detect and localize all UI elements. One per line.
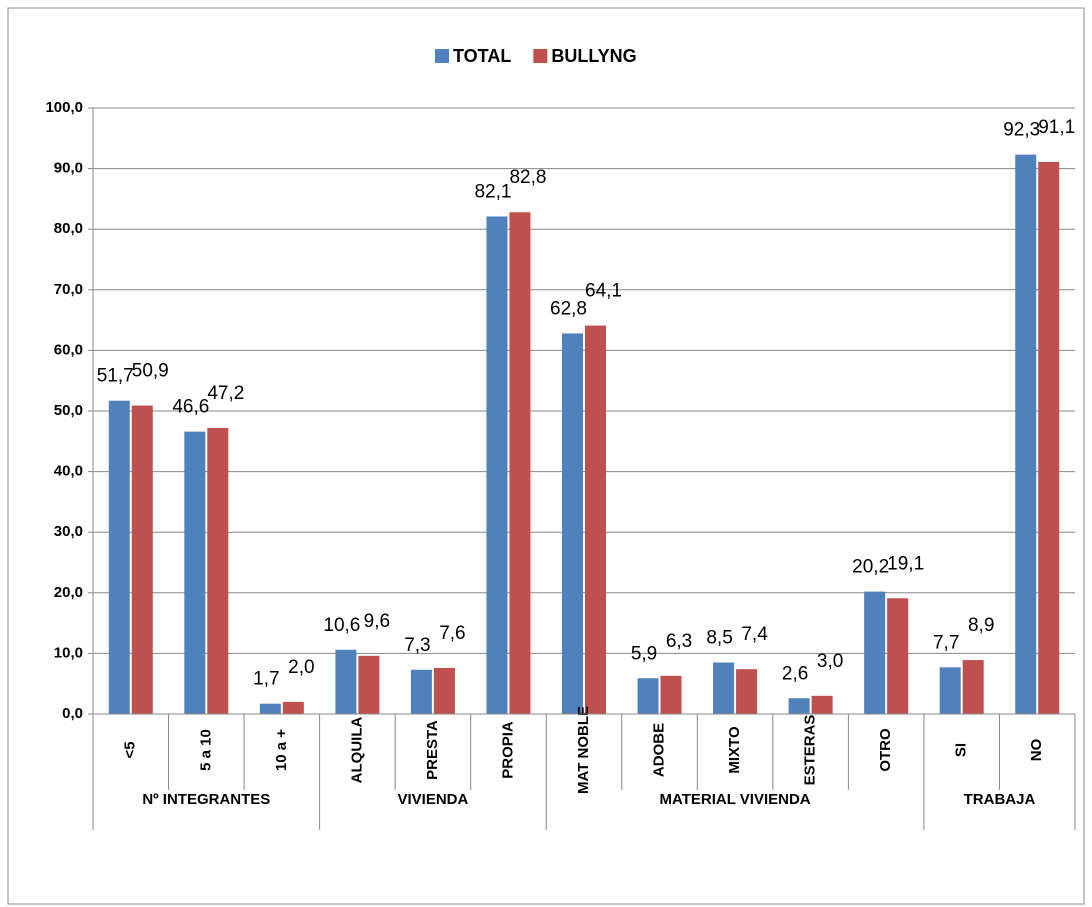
legend-label: BULLYNG	[551, 46, 636, 66]
value-label: 82,1	[474, 181, 511, 202]
value-label: 46,6	[172, 397, 209, 418]
legend-swatch	[533, 49, 548, 63]
bar	[864, 591, 886, 714]
value-label: 91,1	[1038, 117, 1075, 138]
x-tick-label: ALQUILA	[348, 717, 365, 784]
x-tick-label: MAT NOBLE	[575, 706, 592, 794]
bar	[131, 405, 153, 714]
value-label: 47,2	[207, 383, 244, 404]
value-label: 50,9	[132, 361, 169, 382]
bar	[637, 678, 659, 714]
bar	[939, 667, 961, 714]
x-tick-label: PRESTA	[424, 720, 441, 780]
bar	[713, 662, 735, 714]
bar	[736, 669, 758, 714]
y-tick-label: 20,0	[54, 584, 83, 601]
value-label: 8,5	[706, 628, 732, 649]
y-tick-label: 90,0	[54, 160, 83, 177]
value-label: 7,6	[439, 623, 465, 644]
value-label: 3,0	[817, 651, 843, 672]
bar	[962, 660, 984, 714]
bar	[887, 598, 909, 714]
group-label: VIVIENDA	[397, 791, 468, 808]
y-tick-label: 50,0	[54, 402, 83, 419]
y-tick-label: 0,0	[62, 705, 83, 722]
x-tick-label: SI	[953, 743, 970, 757]
bar	[585, 325, 606, 714]
y-tick-label: 30,0	[54, 523, 83, 540]
value-label: 7,3	[404, 635, 430, 656]
value-label: 92,3	[1003, 120, 1040, 141]
bar	[282, 701, 304, 714]
bar	[433, 667, 455, 714]
value-label: 7,7	[933, 632, 959, 653]
x-tick-label: 10 a +	[273, 729, 290, 771]
bar	[358, 655, 380, 714]
value-label: 10,6	[323, 615, 360, 636]
bar	[562, 333, 583, 714]
value-label: 6,3	[666, 631, 692, 652]
value-label: 9,6	[364, 611, 390, 632]
y-tick-label: 80,0	[54, 220, 83, 237]
value-label: 8,9	[968, 615, 994, 636]
y-tick-label: 40,0	[54, 463, 83, 480]
bar	[509, 212, 531, 714]
value-label: 2,0	[288, 657, 314, 678]
value-label: 62,8	[550, 298, 587, 319]
bar	[184, 431, 206, 714]
x-tick-label: 5 a 10	[197, 729, 214, 771]
bar	[660, 675, 682, 714]
y-tick-label: 100,0	[45, 99, 83, 116]
bar	[486, 216, 508, 714]
x-tick-label: PROPIA	[499, 721, 516, 779]
group-label: MATERIAL VIVIENDA	[660, 791, 811, 808]
value-label: 82,8	[509, 167, 546, 188]
value-label: 1,7	[253, 669, 279, 690]
y-tick-label: 60,0	[54, 341, 83, 358]
bar	[788, 698, 810, 714]
bar	[207, 427, 229, 714]
y-tick-label: 70,0	[54, 281, 83, 298]
x-tick-label: <5	[122, 741, 139, 758]
bar	[335, 649, 357, 714]
x-tick-label: MIXTO	[726, 726, 743, 774]
value-label: 64,1	[585, 281, 622, 302]
value-label: 20,2	[852, 557, 889, 578]
x-tick-label: NO	[1028, 738, 1045, 761]
x-tick-label: OTRO	[877, 728, 894, 772]
bar	[108, 400, 130, 714]
x-tick-label: ADOBE	[651, 723, 668, 777]
y-tick-label: 10,0	[54, 644, 83, 661]
value-label: 51,7	[97, 366, 134, 387]
x-tick-label: ESTERAS	[802, 715, 819, 786]
value-label: 2,6	[782, 663, 808, 684]
bar	[811, 695, 833, 714]
value-label: 5,9	[631, 643, 657, 664]
group-label: Nº INTEGRANTES	[142, 791, 270, 808]
value-label: 7,4	[741, 624, 768, 645]
group-label: TRABAJA	[964, 791, 1036, 808]
legend-label: TOTAL	[453, 46, 511, 66]
legend-swatch	[435, 49, 449, 63]
value-label: 19,1	[887, 553, 924, 574]
bar	[1038, 161, 1060, 714]
bar	[259, 703, 281, 714]
bar	[1015, 154, 1037, 715]
bar	[410, 669, 432, 714]
